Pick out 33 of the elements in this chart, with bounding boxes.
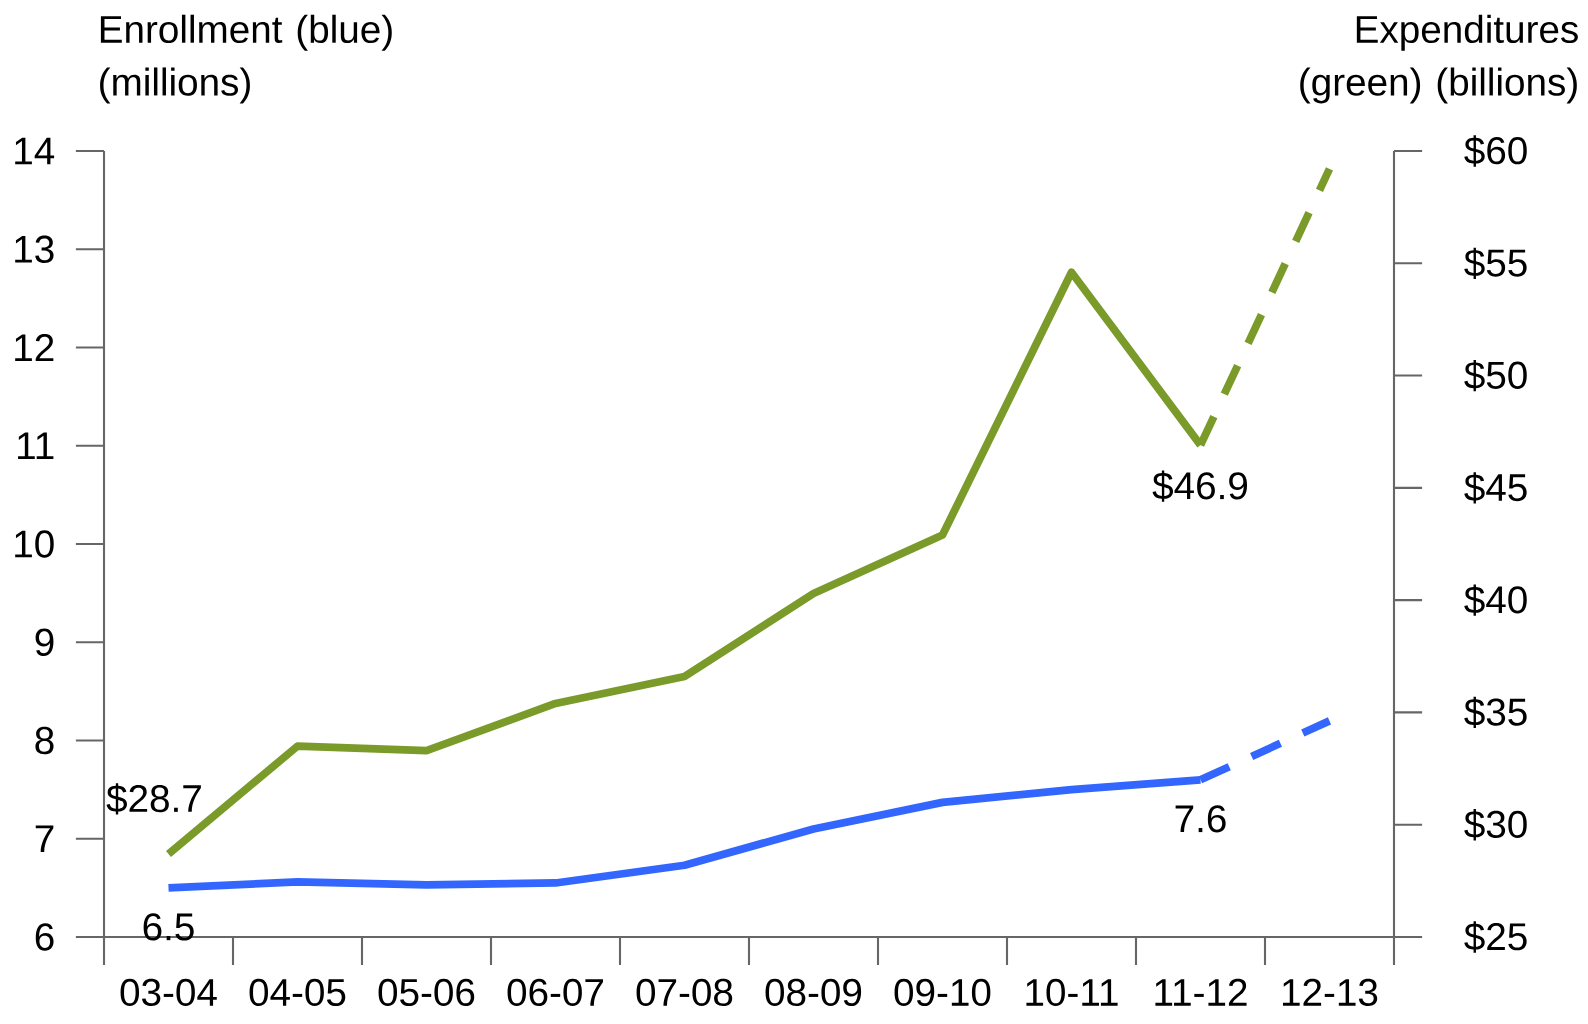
y-tick-label: 13 bbox=[15, 235, 54, 263]
x-tick-label: 11-12 bbox=[1155, 978, 1247, 1006]
y2-axis-title: Expenditures (green) (billions) bbox=[1300, 14, 1578, 104]
data-label: $46.9 bbox=[1152, 470, 1248, 502]
y-tick-label: 12 bbox=[15, 334, 54, 362]
y-tick-label: 11 bbox=[18, 432, 54, 460]
y-tick-label: 9 bbox=[35, 628, 54, 656]
y2-tick-label: $60 bbox=[1464, 135, 1527, 167]
x-tick-label: 04-05 bbox=[249, 978, 346, 1007]
y-tick-label: 6 bbox=[35, 923, 54, 951]
y2-tick-label: $25 bbox=[1464, 921, 1527, 953]
x-tick-label: 08-09 bbox=[765, 978, 862, 1007]
x-tick-label: 06-07 bbox=[507, 978, 603, 1007]
data-label: 6.5 bbox=[143, 913, 194, 941]
y2-tick-label: $55 bbox=[1464, 247, 1527, 279]
y2-tick-label: $50 bbox=[1464, 359, 1527, 392]
y2-tick-label: $35 bbox=[1464, 696, 1527, 729]
y-tick-label: 8 bbox=[35, 726, 54, 755]
x-tick-label: 09-10 bbox=[894, 978, 991, 1007]
x-tick-label: 05-06 bbox=[378, 978, 475, 1007]
y-axis-title: Enrollment (blue) (millions) bbox=[100, 14, 392, 104]
y2-tick-label: $45 bbox=[1464, 472, 1527, 504]
x-tick-label: 03-04 bbox=[120, 978, 217, 1007]
y2-tick-label: $30 bbox=[1464, 809, 1527, 841]
x-tick-label: 12-13 bbox=[1282, 978, 1378, 1007]
x-tick-label: 10-11 bbox=[1026, 978, 1118, 1007]
data-label: 7.6 bbox=[1175, 805, 1226, 833]
y2-tick-label: $40 bbox=[1464, 584, 1527, 616]
data-label: $28.7 bbox=[106, 783, 201, 815]
y-tick-label: 14 bbox=[15, 137, 55, 165]
y-tick-label: 7 bbox=[35, 825, 54, 853]
x-tick-label: 07-08 bbox=[636, 978, 733, 1007]
y-tick-label: 10 bbox=[15, 530, 54, 558]
